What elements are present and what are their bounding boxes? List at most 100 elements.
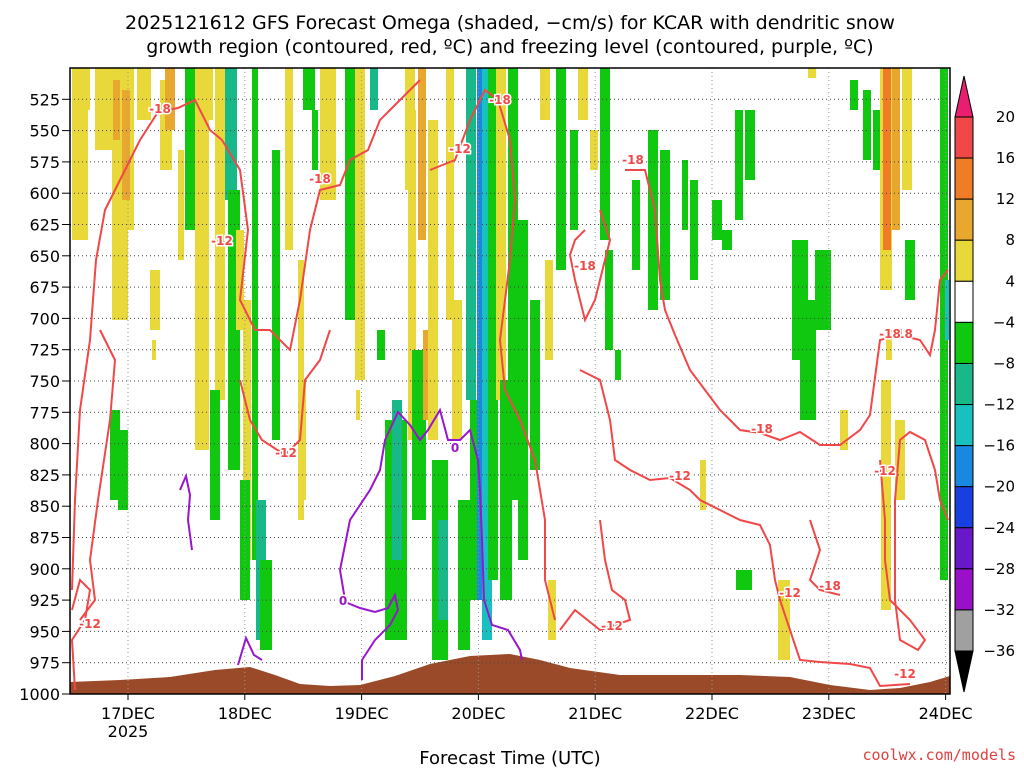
omega-shade-cell — [236, 230, 244, 330]
colorbar-cell — [954, 609, 974, 652]
colorbar-cell — [954, 116, 974, 159]
omega-shade-cell — [446, 68, 454, 320]
temp-contour-line — [70, 578, 92, 691]
x-tick-label: 20DEC — [451, 704, 505, 723]
omega-shade-cell — [272, 150, 280, 440]
colorbar-tick-label: −28 — [983, 560, 1015, 578]
omega-shade-cell — [886, 330, 892, 360]
omega-shade-cell — [345, 68, 355, 320]
omega-shade-cell — [735, 110, 743, 220]
chart-title-line2: growth region (contoured, red, ºC) and f… — [146, 36, 873, 58]
omega-shade-cell — [452, 300, 462, 440]
colorbar-tick-label: −4 — [993, 313, 1015, 331]
colorbar-tick-label: −16 — [983, 437, 1015, 455]
y-tick-label: 1000 — [19, 685, 60, 704]
y-tick-label: 525 — [29, 90, 60, 109]
colorbar-cell — [954, 527, 974, 570]
omega-shade-cell — [252, 68, 258, 560]
y-axis: 525 550 575 600 625 650 675 700 725 750 775 800 825 8… — [19, 90, 70, 704]
x-axis-label: Forecast Time (UTC) — [419, 748, 600, 768]
freezing-contour-line — [344, 592, 400, 680]
omega-shade-cell — [600, 68, 610, 240]
contour-lines — [70, 79, 949, 691]
colorbar-cell — [954, 239, 974, 282]
colorbar-cell — [954, 157, 974, 200]
omega-shade-cell — [300, 380, 306, 500]
contour-label: -12 — [669, 469, 691, 483]
contour-label: -12 — [211, 234, 233, 248]
colorbar-cell — [954, 280, 974, 323]
omega-shade-cell — [377, 330, 385, 360]
y-tick-label: 800 — [29, 435, 60, 454]
colorbar-tick-label: 12 — [996, 190, 1015, 208]
contour-label: -12 — [275, 446, 297, 460]
omega-shade-cell — [540, 68, 550, 120]
omega-shade-cell — [800, 300, 816, 420]
omega-shade-cell — [700, 460, 706, 510]
temp-contour-line — [808, 519, 841, 596]
temp-contour-line — [568, 209, 612, 323]
contour-label: -18 — [891, 327, 913, 341]
omega-shade-cell — [883, 68, 891, 250]
contour-label: -18 — [574, 259, 596, 273]
omega-shade-cell — [370, 68, 378, 110]
omega-shade-cell — [940, 68, 948, 580]
contour-label: 0 — [339, 594, 347, 608]
omega-shade-cell — [578, 68, 588, 120]
grid-lines — [70, 68, 950, 694]
omega-shade-cell — [118, 430, 128, 510]
y-tick-label: 700 — [29, 309, 60, 328]
y-tick-label: 750 — [29, 372, 60, 391]
contour-label: -18 — [879, 327, 901, 341]
contour-label: -18 — [819, 579, 841, 593]
omega-shade-cell — [285, 68, 293, 250]
omega-shade-cell — [110, 410, 120, 500]
colorbar-top-arrow — [954, 75, 974, 118]
contour-label: -18 — [622, 153, 644, 167]
omega-shade-cell — [722, 230, 732, 250]
x-tick-label: 22DEC — [685, 704, 739, 723]
colorbar-tick-label: −24 — [983, 519, 1015, 537]
contour-label: -12 — [601, 619, 623, 633]
omega-shading — [72, 68, 949, 660]
omega-shade-cell — [530, 300, 540, 470]
colorbar-cell — [954, 321, 974, 364]
colorbar-tick-label: 20 — [996, 108, 1015, 126]
omega-shade-cell — [72, 68, 88, 240]
omega-shade-cell — [873, 110, 881, 170]
x-tick-label: 24DEC — [919, 704, 973, 723]
omega-shade-cell — [840, 410, 848, 450]
colorbar-cell — [954, 198, 974, 241]
omega-shade-cell — [477, 68, 483, 600]
contour-label: -12 — [779, 586, 801, 600]
contour-label: -12 — [894, 667, 916, 681]
omega-shade-cell — [605, 250, 613, 350]
omega-shade-cell — [590, 130, 598, 170]
omega-shade-cell — [556, 68, 566, 270]
y-tick-label: 625 — [29, 216, 60, 235]
omega-shade-cell — [312, 110, 318, 170]
colorbar-cell — [954, 362, 974, 406]
colorbar-cell — [954, 445, 974, 488]
omega-shade-cell — [895, 420, 905, 500]
colorbar-tick-label: −32 — [983, 601, 1015, 619]
omega-shade-cell — [80, 68, 90, 110]
omega-shade-cell — [745, 110, 755, 180]
contour-label: 0 — [451, 441, 459, 455]
omega-shade-cell — [682, 160, 688, 230]
omega-shade-cell — [113, 80, 123, 140]
omega-shade-cell — [648, 130, 658, 310]
contour-labels: -18-18-18-18-18-18-18-18-18-12-12-12-12-… — [78, 92, 918, 683]
x-tick-label: 23DEC — [802, 704, 856, 723]
omega-shade-cell — [418, 68, 426, 240]
omega-shade-cell — [438, 520, 448, 620]
omega-shade-cell — [303, 68, 315, 110]
colorbar-bottom-arrow — [954, 650, 974, 693]
colorbar-cell — [954, 486, 974, 529]
omega-shade-cell — [545, 260, 553, 360]
omega-shade-cell — [570, 130, 578, 230]
plot-area: -18-18-18-18-18-18-18-18-18-12-12-12-12-… — [69, 67, 951, 695]
terrain-shape — [70, 654, 950, 694]
omega-shade-cell — [260, 560, 272, 650]
contour-label: -12 — [874, 464, 896, 478]
